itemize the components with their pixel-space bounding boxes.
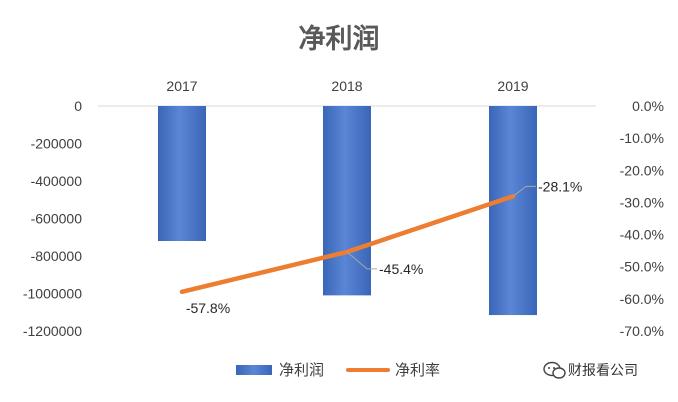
left-tick-label: -600000 (31, 211, 83, 227)
right-tick-label: -30.0% (620, 194, 664, 210)
data-label: -45.4% (379, 261, 423, 277)
x-axis: 2017 2018 2019 (98, 78, 596, 107)
legend-label-line: 净利率 (395, 361, 440, 379)
data-labels: -57.8% -45.4% -28.1% (186, 178, 583, 315)
x-tick-label: 2017 (166, 78, 197, 94)
data-label: -57.8% (186, 300, 230, 316)
left-tick-label: -200000 (31, 136, 83, 152)
right-tick-label: -70.0% (620, 323, 664, 339)
wechat-icon (543, 361, 566, 379)
right-tick-label: -60.0% (620, 291, 664, 307)
bar (323, 106, 371, 296)
chart-title: 净利润 (299, 23, 380, 55)
data-label: -28.1% (538, 178, 582, 194)
x-tick-label: 2018 (331, 78, 362, 94)
legend-label-bar: 净利润 (279, 361, 324, 379)
right-tick-label: -40.0% (620, 227, 664, 243)
legend-swatch-bar (236, 365, 272, 375)
right-tick-label: -20.0% (620, 162, 664, 178)
right-tick-label: 0.0% (632, 98, 664, 114)
right-tick-label: -50.0% (620, 259, 664, 275)
left-tick-label: -400000 (31, 173, 83, 189)
left-tick-label: 0 (74, 98, 82, 114)
left-tick-label: -800000 (31, 248, 83, 264)
watermark: 财报看公司 (543, 361, 638, 379)
bar-series (158, 106, 537, 316)
left-y-axis: 0 -200000 -400000 -600000 -800000 -1000000 -12… (23, 98, 82, 339)
left-tick-label: -1200000 (23, 323, 82, 339)
legend: 净利润 净利率 (236, 361, 440, 379)
left-tick-label: -1000000 (23, 286, 82, 302)
x-tick-label: 2019 (497, 78, 528, 94)
right-tick-label: -10.0% (620, 130, 664, 146)
right-y-axis: 0.0% -10.0% -20.0% -30.0% -40.0% -50.0% -60.0%… (620, 98, 664, 339)
bar (489, 106, 537, 316)
watermark-text: 财报看公司 (568, 363, 638, 379)
bar (158, 106, 206, 241)
leader-line (512, 185, 536, 197)
leader-line (346, 251, 377, 270)
line-point (180, 289, 184, 294)
